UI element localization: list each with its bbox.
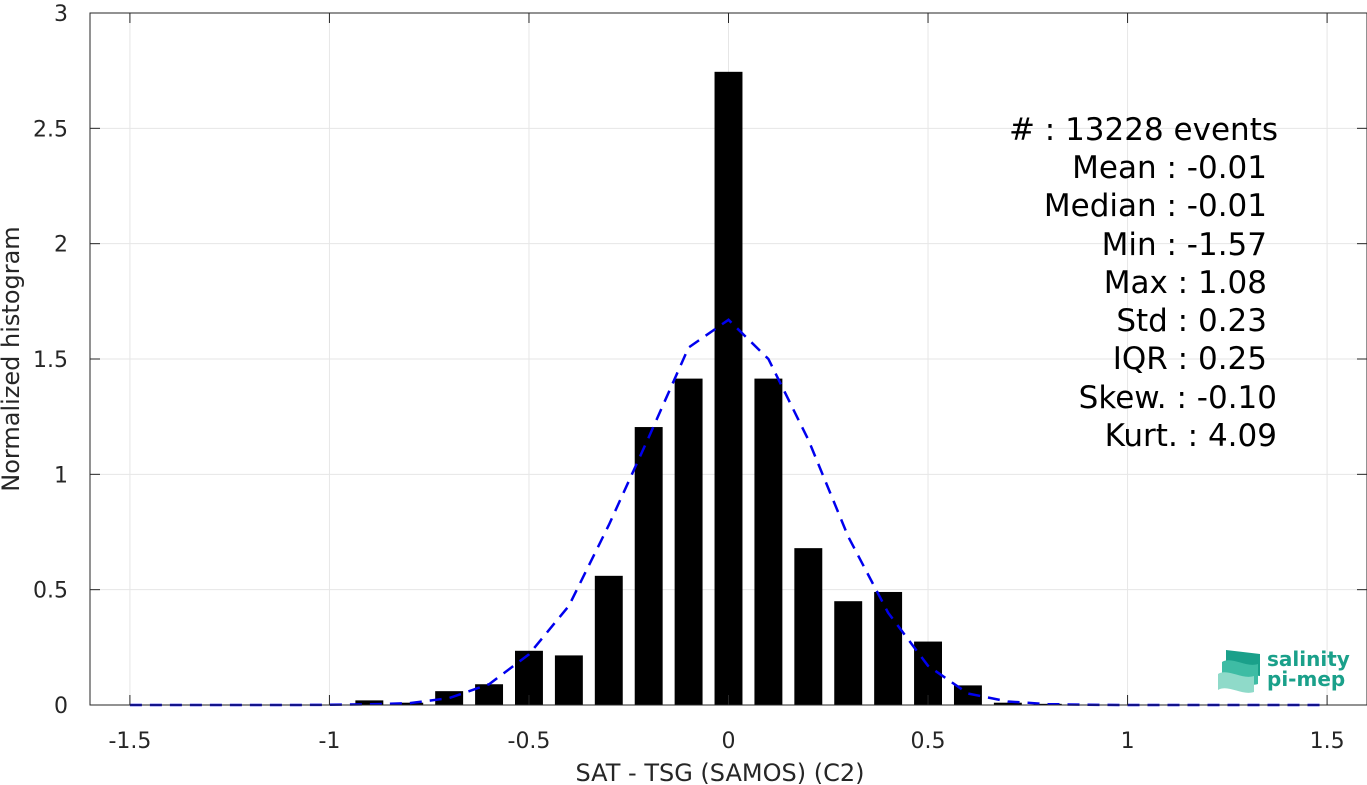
histogram-bar	[594, 575, 623, 705]
stat-kurt: Kurt. : 4.09	[1105, 418, 1277, 454]
y-tick-label: 1	[54, 463, 68, 488]
x-tick-label: 1	[1121, 729, 1135, 754]
y-tick-label: 3	[54, 2, 68, 27]
axes-frame	[89, 12, 1367, 706]
stat-skew: Skew. : -0.10	[1079, 380, 1277, 416]
stat-mean: Mean : -0.01	[1072, 150, 1267, 186]
wave-logo-icon	[1218, 650, 1260, 693]
histogram-bar	[395, 702, 424, 705]
y-axis-label: Normalized histogram	[0, 226, 25, 491]
stat-iqr: IQR : 0.25	[1113, 341, 1267, 377]
histogram-bar	[674, 378, 703, 705]
y-tick-label: 0	[54, 694, 68, 719]
y-tick-label: 1.5	[33, 348, 68, 373]
stat-events: # : 13228 events	[1009, 112, 1278, 148]
x-axis-label: SAT - TSG (SAMOS) (C2)	[576, 759, 865, 785]
histogram-bar	[554, 655, 583, 705]
histogram-bar	[475, 684, 504, 705]
salinity-pimep-logo: salinity pi-mep	[1218, 647, 1350, 693]
x-tick-label: -0.5	[508, 729, 551, 754]
histogram-bar	[953, 685, 982, 705]
tick-labels: -1.5 -1 -0.5 0 0.5 1 1.5 0 0.5 1 1.5 2 2.5 3	[33, 2, 1345, 754]
histogram-bar	[355, 700, 384, 705]
logo-line1: salinity	[1267, 647, 1350, 671]
y-tick-label: 2	[54, 233, 68, 258]
x-tick-label: 0.5	[911, 729, 946, 754]
x-tick-label: -1	[318, 729, 340, 754]
histogram-bar	[714, 71, 743, 705]
stat-median: Median : -0.01	[1044, 188, 1267, 224]
stat-max: Max : 1.08	[1104, 265, 1267, 301]
logo-line2: pi-mep	[1267, 667, 1345, 691]
stat-min: Min : -1.57	[1102, 227, 1267, 263]
stats-annotation: # : 13228 events Mean : -0.01 Median : -…	[1009, 112, 1278, 454]
x-tick-label: 0	[722, 729, 736, 754]
stat-std: Std : 0.23	[1116, 303, 1267, 339]
y-tick-label: 2.5	[33, 117, 68, 142]
histogram-bar	[634, 427, 663, 705]
histogram-bar	[754, 378, 783, 705]
histogram-bars	[115, 71, 1142, 706]
histogram-bar	[993, 702, 1022, 705]
x-tick-label: -1.5	[108, 729, 151, 754]
x-tick-label: 1.5	[1310, 729, 1345, 754]
histogram-bar	[794, 548, 823, 705]
histogram-bar	[834, 601, 863, 705]
histogram-bar	[435, 691, 464, 705]
histogram-bar	[874, 591, 903, 705]
y-tick-label: 0.5	[33, 579, 68, 604]
